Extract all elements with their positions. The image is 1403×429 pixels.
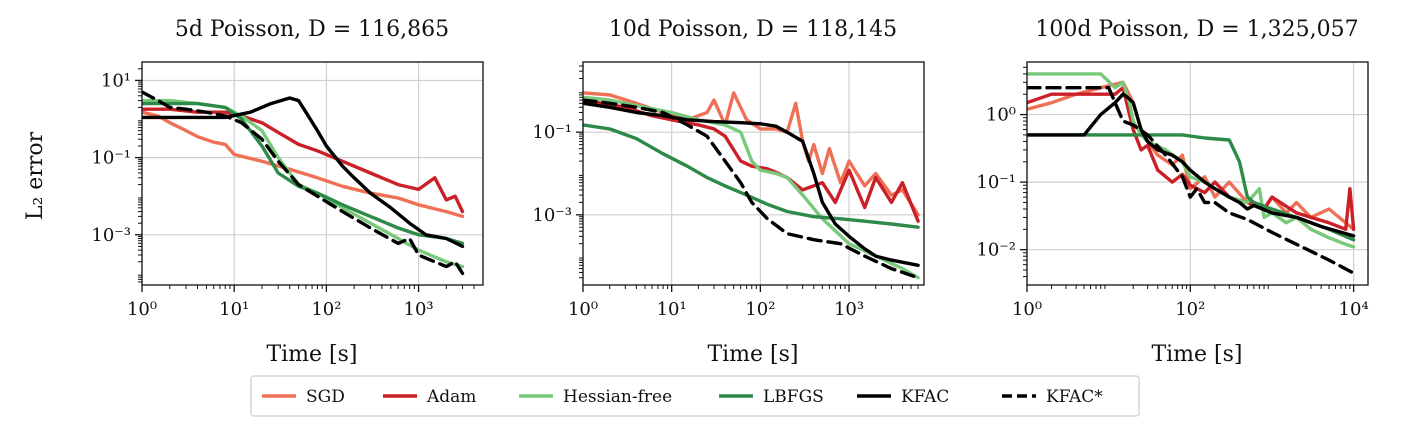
x-tick-label: 10⁰ [127, 299, 157, 320]
legend-label: Hessian-free [563, 387, 672, 407]
series-line-sgd [142, 110, 465, 219]
series-line-kfac [1027, 92, 1356, 238]
panel-1-grid [141, 62, 483, 285]
panel-3-series [1027, 72, 1356, 275]
panel-1-x-axis-label: Time [s] [266, 342, 357, 367]
y-tick-label: 10⁰ [986, 105, 1016, 126]
panel-2-title: 10d Poisson, D = 118,145 [609, 17, 897, 42]
panel-2: 10d Poisson, D = 118,145 10⁰ 10¹ 10² 10³ 10⁻… [532, 17, 925, 367]
x-tick-label: 10² [1175, 299, 1205, 320]
series-line-kfac [1027, 86, 1356, 275]
legend-entry-kfac: KFAC [857, 387, 949, 407]
y-axis-label: L₂ error [23, 131, 48, 220]
legend: SGD Adam Hessian-free LBFGS KFAC KFAC* [250, 375, 1140, 417]
legend-entry-lbfgs: LBFGS [719, 387, 824, 407]
legend-label: KFAC* [1046, 387, 1103, 407]
x-tick-label: 10³ [404, 299, 434, 320]
panel-3-frame [1026, 61, 1369, 286]
x-tick-label: 10⁰ [568, 299, 598, 320]
panel-1-frame [141, 61, 484, 286]
series-line-kfac [583, 98, 920, 280]
legend-entry-adam: Adam [383, 387, 476, 407]
panel-1-series [142, 90, 465, 276]
x-tick-label: 10¹ [219, 299, 249, 320]
legend-label: KFAC [901, 387, 949, 407]
x-tick-label: 10² [745, 299, 775, 320]
series-line-adam [142, 107, 465, 214]
y-tick-label: 10⁻³ [91, 225, 131, 246]
legend-frame [250, 375, 1140, 417]
series-line-adam [1027, 86, 1356, 231]
legend-entry-sgd: SGD [262, 387, 345, 407]
x-tick-label: 10² [311, 299, 341, 320]
panel-1-ticks: 10⁰ 10¹ 10² 10³ 10¹ 10⁻¹ 10⁻³ [91, 68, 475, 320]
y-tick-label: 10⁻¹ [976, 172, 1016, 193]
x-tick-label: 10⁴ [1339, 299, 1369, 320]
y-tick-label: 10⁻¹ [91, 148, 131, 169]
y-tick-label: 10⁻¹ [532, 122, 572, 143]
series-line-hessian-free [142, 98, 465, 269]
panel-3-ticks: 10⁰ 10² 10⁴ 10⁰ 10⁻¹ 10⁻² [976, 66, 1369, 320]
x-tick-label: 10³ [834, 299, 864, 320]
series-line-kfac [583, 101, 920, 267]
legend-entry-hessian-free: Hessian-free [519, 387, 672, 407]
legend-label: LBFGS [763, 387, 824, 407]
legend-entries: SGD Adam Hessian-free LBFGS KFAC KFAC* [262, 387, 1103, 407]
legend-entry-kfac: KFAC* [1002, 387, 1103, 407]
x-tick-label: 10⁰ [1012, 299, 1042, 320]
panel-3: 100d Poisson, D = 1,325,057 10⁰ 10² 10⁴10⁰… [976, 17, 1368, 367]
y-tick-label: 10¹ [101, 70, 131, 91]
panel-2-grid [582, 62, 924, 285]
legend-label: Adam [426, 387, 476, 407]
panel-1-title: 5d Poisson, D = 116,865 [175, 17, 449, 42]
panel-2-series [583, 91, 920, 280]
panel-2-frame [582, 61, 925, 286]
panel-3-title: 100d Poisson, D = 1,325,057 [1035, 17, 1358, 42]
panel-3-x-axis-label: Time [s] [1151, 342, 1242, 367]
series-line-lbfgs [583, 123, 920, 229]
legend-label: SGD [306, 387, 345, 407]
panel-1: 5d Poisson, D = 116,865 10⁰ 10¹ 10² 10³10¹1… [91, 17, 484, 367]
y-tick-label: 10⁻³ [532, 205, 572, 226]
y-tick-label: 10⁻² [976, 240, 1016, 261]
x-tick-label: 10¹ [657, 299, 687, 320]
panel-2-ticks: 10⁰ 10¹ 10² 10³ 10⁻¹ 10⁻³ [532, 65, 919, 320]
panel-2-x-axis-label: Time [s] [707, 342, 798, 367]
series-line-kfac [142, 90, 465, 276]
